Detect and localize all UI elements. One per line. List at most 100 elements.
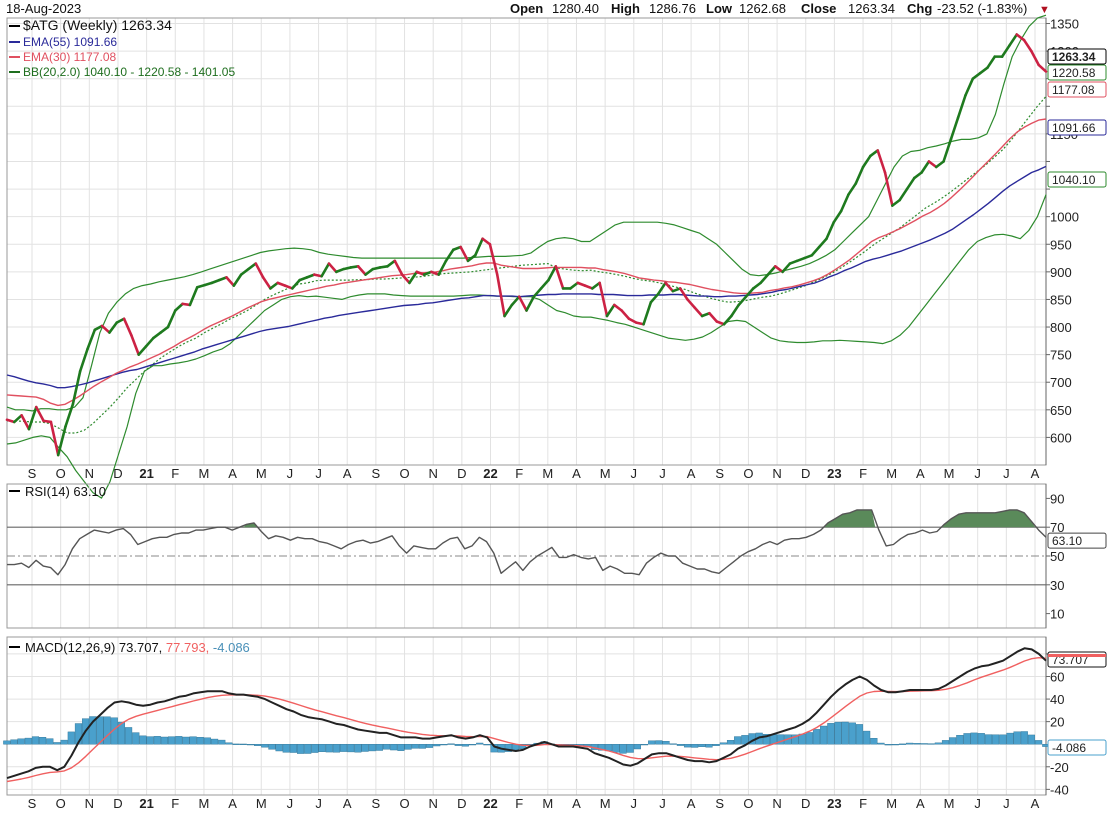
macd-histogram-bar <box>426 744 433 747</box>
macd-xtick-label: N <box>429 796 438 811</box>
macd-histogram-bar <box>398 744 405 750</box>
price-line-segment <box>695 308 702 316</box>
price-xtick-label: A <box>687 466 696 481</box>
rsi-badge: 63.10 <box>1052 534 1082 548</box>
price-line-segment <box>161 327 168 333</box>
macd-xtick-label: J <box>659 796 666 811</box>
macd-title: MACD(12,26,9) 73.707, 77.793, -4.086 <box>25 640 250 655</box>
price-line-segment <box>980 68 987 74</box>
macd-xtick-label: M <box>600 796 611 811</box>
macd-histogram-bar <box>347 744 354 752</box>
price-frame <box>7 18 1046 465</box>
price-line-segment <box>936 161 943 167</box>
macd-xtick-label: N <box>772 796 781 811</box>
price-line-segment <box>263 277 270 288</box>
macd-xtick-label: F <box>859 796 867 811</box>
price-line-segment <box>826 222 833 239</box>
macd-histogram-bar <box>627 744 634 752</box>
price-xtick-label: J <box>287 466 294 481</box>
price-xtick-label: A <box>228 466 237 481</box>
macd-xtick-label: J <box>287 796 294 811</box>
price-ytick-label: 850 <box>1050 292 1072 307</box>
price-line-segment <box>256 264 263 278</box>
macd-histogram-bar <box>304 744 311 753</box>
macd-histogram-bar <box>247 744 254 745</box>
price-ytick-label: 1000 <box>1050 210 1079 225</box>
macd-histogram-bar <box>61 740 68 744</box>
price-badge-bb-mid: 1220.58 <box>1052 66 1096 80</box>
price-line-segment <box>622 310 629 318</box>
macd-histogram-bar <box>448 744 455 745</box>
price-line-segment <box>175 304 182 311</box>
price-xtick-label: J <box>659 466 666 481</box>
price-line-segment <box>841 195 848 212</box>
price-line-segment <box>153 333 160 339</box>
macd-xtick-label: A <box>916 796 925 811</box>
low-label: Low <box>706 1 733 16</box>
rsi-title: RSI(14) 63.10 <box>25 484 106 499</box>
open-value: 1280.40 <box>552 1 599 16</box>
price-line-segment <box>73 371 80 404</box>
price-xtick-label: S <box>372 466 381 481</box>
macd-histogram-bar <box>290 744 297 752</box>
price-ytick-label: 1350 <box>1050 17 1079 32</box>
rsi-ytick-label: 30 <box>1050 578 1064 593</box>
macd-line <box>7 648 1046 778</box>
macd-histogram-bar <box>863 731 870 744</box>
price-line-segment <box>329 264 336 272</box>
price-line-segment <box>483 239 490 245</box>
macd-histogram-bar <box>813 729 820 744</box>
price-line-segment <box>519 297 526 311</box>
macd-xtick-label: O <box>56 796 66 811</box>
macd-hist-badge: -4.086 <box>1052 741 1086 755</box>
macd-xtick-label: A <box>572 796 581 811</box>
high-label: High <box>611 1 640 16</box>
price-xtick-label: O <box>56 466 66 481</box>
macd-histogram-bar <box>11 740 18 745</box>
macd-histogram-bar <box>319 744 326 752</box>
price-xtick-label: F <box>171 466 179 481</box>
macd-title-part: 77.793, <box>162 640 209 655</box>
macd-histogram-bar <box>204 738 211 744</box>
price-xtick-label: A <box>916 466 925 481</box>
macd-histogram-bar <box>656 741 663 745</box>
price-line-segment <box>607 305 614 316</box>
macd-histogram-bar <box>297 744 304 753</box>
price-badge-ema55: 1091.66 <box>1052 121 1096 135</box>
price-ytick-label: 950 <box>1050 237 1072 252</box>
price-ytick-label: 700 <box>1050 375 1072 390</box>
macd-histogram-bar <box>46 739 53 745</box>
price-line-segment <box>644 302 651 324</box>
macd-histogram-bar <box>240 744 247 745</box>
price-xtick-label: O <box>743 466 753 481</box>
macd-signal-badge-bar <box>1048 654 1106 657</box>
chart-date: 18-Aug-2023 <box>6 1 81 16</box>
price-line-segment <box>812 247 819 255</box>
macd-histogram-bar <box>433 744 440 746</box>
legend-bb: BB(20,2.0) 1040.10 - 1220.58 - 1401.05 <box>23 65 235 79</box>
macd-histogram-bar <box>956 735 963 744</box>
legend-price: $ATG (Weekly) 1263.34 <box>23 17 172 33</box>
macd-xtick-label: J <box>315 796 322 811</box>
price-xtick-label: O <box>399 466 409 481</box>
macd-histogram-bar <box>820 726 827 744</box>
macd-xtick-label: S <box>372 796 381 811</box>
legend-ema55: EMA(55) 1091.66 <box>23 35 117 49</box>
price-line-segment <box>548 266 555 280</box>
macd-histogram-bar <box>899 744 906 745</box>
macd-histogram-bar <box>276 744 283 751</box>
macd-histogram-bar <box>677 744 684 745</box>
macd-histogram-bar <box>54 742 61 744</box>
macd-ytick-label: 20 <box>1050 715 1064 730</box>
price-line-segment <box>395 261 402 275</box>
price-line-segment <box>900 189 907 200</box>
macd-histogram-bar <box>906 743 913 744</box>
macd-histogram-bar <box>355 744 362 752</box>
price-line-segment <box>168 310 175 327</box>
price-xtick-label: F <box>859 466 867 481</box>
rsi-ytick-label: 90 <box>1050 491 1064 506</box>
price-line-segment <box>666 283 673 291</box>
macd-histogram-bar <box>455 744 462 745</box>
macd-histogram-bar <box>25 738 32 744</box>
price-line-segment <box>139 346 146 354</box>
